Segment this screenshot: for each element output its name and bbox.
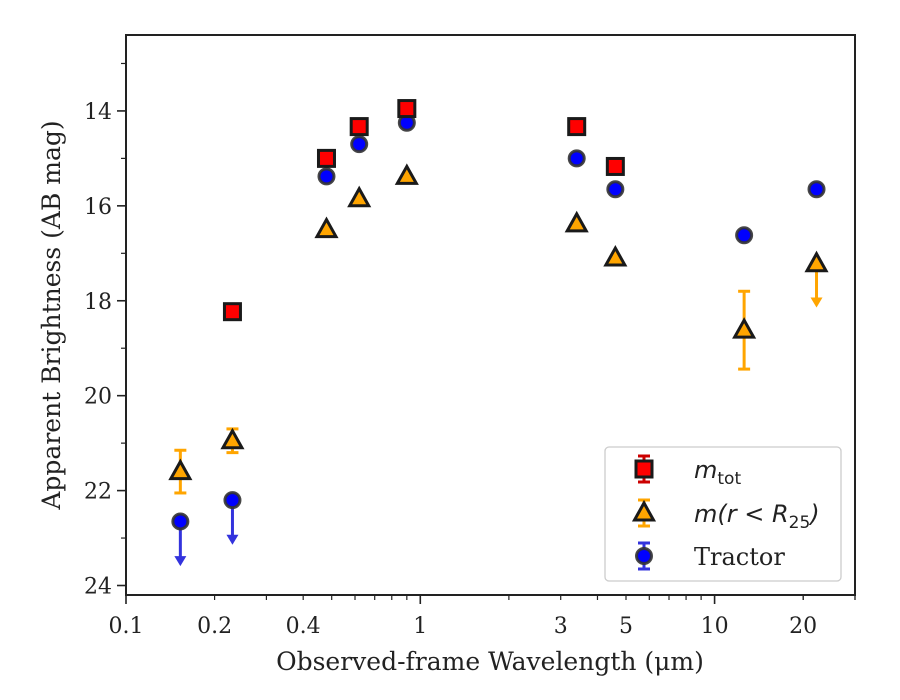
data-point-triangle (347, 185, 372, 208)
data-point-circle (350, 135, 369, 154)
x-tick-label: 0.4 (286, 614, 321, 639)
data-point-circle (567, 149, 586, 168)
plot-frame (125, 34, 856, 596)
legend-marker-circle (635, 547, 653, 565)
data-point-square (605, 156, 625, 176)
x-tick-label: 5 (619, 614, 633, 639)
data-point-triangle (220, 427, 245, 450)
upper-limit-arrow (810, 297, 823, 308)
y-tick-label: 20 (84, 385, 112, 410)
y-tick-label: 18 (84, 290, 112, 315)
data-point-triangle (603, 244, 628, 267)
legend-label: m(r < R25) (694, 500, 820, 533)
legend-marker-triangle (631, 499, 657, 522)
data-point-triangle (168, 458, 193, 481)
x-tick-label: 1 (413, 614, 427, 639)
data-point-circle (223, 491, 242, 510)
data-point-triangle (804, 250, 829, 273)
data-point-triangle (394, 163, 419, 185)
data-point-square (397, 99, 417, 119)
x-tick-label: 0.2 (197, 614, 232, 639)
data-point-circle (606, 180, 625, 199)
x-axis-label: Observed-frame Wavelength (μm) (276, 647, 704, 676)
data-point-square (316, 148, 336, 168)
legend: mtot m(r < R25) Tractor (604, 446, 842, 582)
x-tick-label: 20 (789, 614, 817, 639)
upper-limit-arrow (174, 556, 187, 567)
data-point-square (349, 117, 369, 137)
y-tick-label: 22 (84, 480, 112, 505)
x-tick-label: 3 (554, 614, 568, 639)
y-tick-label: 16 (84, 195, 112, 220)
legend-box (604, 446, 842, 582)
legend-marker-square (634, 459, 654, 479)
data-point-square (567, 117, 587, 137)
data-point-circle (807, 180, 826, 199)
data-marks (168, 99, 829, 567)
data-point-square (222, 302, 242, 322)
legend-label: mtot (694, 456, 741, 489)
data-point-circle (735, 226, 754, 245)
axis-ticks: 0.1 0.2 0.4 1 3 5 10 20 14 16 18 20 22 24 (84, 62, 856, 639)
legend-label: Tractor (694, 543, 785, 571)
y-axis-label: Apparent Brightness (AB mag) (37, 120, 66, 510)
x-tick-label: 10 (701, 614, 729, 639)
data-point-circle (171, 512, 190, 531)
y-tick-label: 14 (84, 100, 112, 125)
data-point-circle (317, 167, 336, 186)
data-point-triangle (314, 216, 339, 239)
data-point-triangle (732, 317, 757, 339)
data-point-triangle (564, 210, 589, 233)
upper-limit-arrow (226, 534, 239, 545)
x-tick-label: 0.1 (109, 614, 144, 639)
y-tick-label: 24 (84, 575, 112, 600)
